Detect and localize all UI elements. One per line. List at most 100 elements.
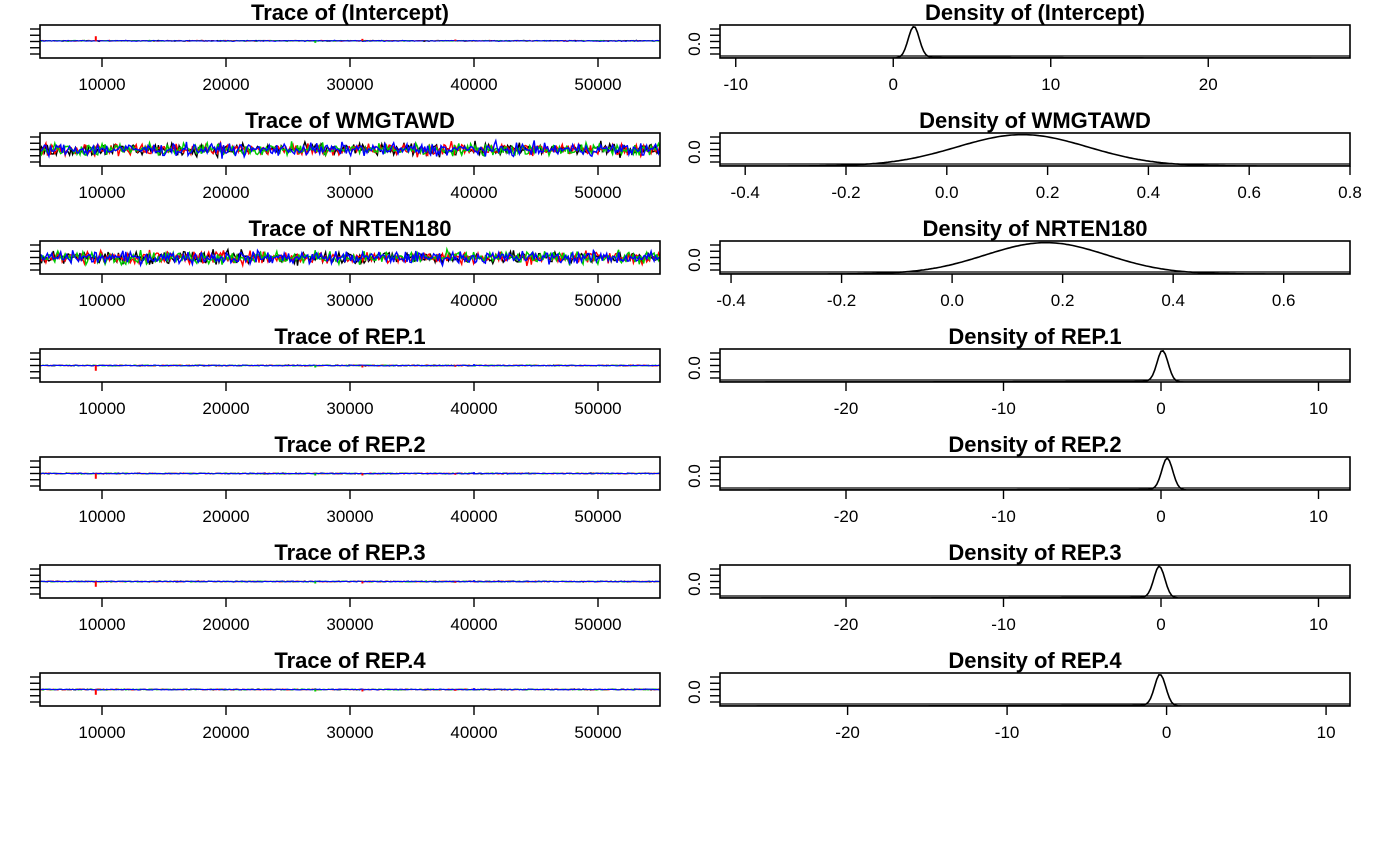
- x-tick-label: 0.8: [1338, 183, 1362, 202]
- x-tick-label: -0.2: [827, 291, 856, 310]
- x-tick-label: 30000: [326, 399, 373, 418]
- panel-title: Density of REP.1: [948, 324, 1121, 349]
- panel-0-trace: 10000 20000 30000 40000 50000 Trace of (Inter…: [30, 0, 661, 94]
- trace-chain-4: [40, 39, 660, 43]
- panel-title: Trace of (Intercept): [251, 0, 449, 25]
- x-tick-label: 30000: [326, 75, 373, 94]
- x-tick-label: 20000: [202, 399, 249, 418]
- plot-frame: [719, 456, 1351, 491]
- panel-9-density: 0.0 -20 -10 0 10 Density of REP.2: [685, 432, 1351, 526]
- x-tick-label: 50000: [574, 399, 621, 418]
- x-tick-label: 0.0: [935, 183, 959, 202]
- x-tick-label: 40000: [450, 75, 497, 94]
- y-tick-label: 0.0: [685, 32, 704, 56]
- x-tick-label: 10: [1309, 507, 1328, 526]
- x-tick-label: -10: [995, 723, 1020, 742]
- y-tick-label: 0.0: [685, 140, 704, 164]
- panel-title: Density of NRTEN180: [923, 216, 1148, 241]
- x-tick-label: 0: [1156, 507, 1165, 526]
- x-tick-label: 40000: [450, 615, 497, 634]
- x-tick-label: 10: [1317, 723, 1336, 742]
- x-tick-label: 20: [1199, 75, 1218, 94]
- x-tick-label: 50000: [574, 183, 621, 202]
- panel-title: Trace of REP.2: [274, 432, 425, 457]
- x-tick-label: 10000: [78, 507, 125, 526]
- x-tick-label: 20000: [202, 507, 249, 526]
- x-tick-label: 40000: [450, 507, 497, 526]
- x-tick-label: 50000: [574, 75, 621, 94]
- panel-title: Density of REP.2: [948, 432, 1121, 457]
- x-tick-label: 10: [1309, 399, 1328, 418]
- panel-title: Trace of NRTEN180: [249, 216, 452, 241]
- x-tick-label: 0.4: [1161, 291, 1185, 310]
- panel-6-trace: 10000 20000 30000 40000 50000 Trace of REP.1: [30, 324, 661, 418]
- x-tick-label: 10000: [78, 615, 125, 634]
- x-tick-label: 0.2: [1036, 183, 1060, 202]
- x-tick-label: 50000: [574, 723, 621, 742]
- density-curve: [720, 133, 1350, 166]
- x-tick-label: 50000: [574, 615, 621, 634]
- x-tick-label: 40000: [450, 399, 497, 418]
- panel-3-density: 0.0 -0.4 -0.2 0.0 0.2 0.4 0.6 0.8 Density of WMG…: [685, 108, 1362, 202]
- x-tick-label: 10: [1041, 75, 1060, 94]
- x-tick-label: 0.6: [1237, 183, 1261, 202]
- x-tick-label: 10000: [78, 291, 125, 310]
- x-tick-label: -0.4: [731, 183, 760, 202]
- panel-8-trace: 10000 20000 30000 40000 50000 Trace of REP.2: [30, 432, 661, 526]
- x-tick-label: 0: [1156, 399, 1165, 418]
- plot-frame: [719, 240, 1351, 275]
- y-tick-label: 0.0: [685, 464, 704, 488]
- panel-title: Trace of WMGTAWD: [245, 108, 455, 133]
- density-curve: [720, 349, 1350, 382]
- x-tick-label: -20: [835, 723, 860, 742]
- trace-chain-4: [40, 364, 660, 367]
- density-curve: [720, 457, 1350, 490]
- x-tick-label: 10000: [78, 183, 125, 202]
- y-tick-label: 0.0: [685, 356, 704, 380]
- x-tick-label: 30000: [326, 183, 373, 202]
- x-tick-label: -0.4: [716, 291, 745, 310]
- panel-title: Trace of REP.3: [274, 540, 425, 565]
- x-tick-label: -20: [834, 507, 859, 526]
- density-curve: [720, 241, 1350, 274]
- x-tick-label: 40000: [450, 723, 497, 742]
- trace-chain-4: [40, 472, 660, 475]
- trace-chain-4: [40, 688, 660, 691]
- panel-10-trace: 10000 20000 30000 40000 50000 Trace of REP.3: [30, 540, 661, 634]
- plot-frame: [719, 132, 1351, 167]
- x-tick-label: 0.0: [940, 291, 964, 310]
- trace-chain-4: [40, 580, 660, 583]
- x-tick-label: -0.2: [831, 183, 860, 202]
- x-tick-label: 20000: [202, 183, 249, 202]
- panel-1-density: 0.0 -10 0 10 20 Density of (Intercept): [685, 0, 1351, 94]
- y-tick-label: 0.0: [685, 248, 704, 272]
- density-curve: [720, 25, 1350, 58]
- x-tick-label: 10000: [78, 75, 125, 94]
- panel-11-density: 0.0 -20 -10 0 10 Density of REP.3: [685, 540, 1351, 634]
- x-tick-label: 0: [889, 75, 898, 94]
- density-curve: [720, 565, 1350, 598]
- trace-chain-4: [40, 248, 660, 268]
- plot-frame: [719, 564, 1351, 599]
- trace-chain-2: [40, 140, 660, 159]
- panel-title: Density of (Intercept): [925, 0, 1145, 25]
- panel-title: Trace of REP.1: [274, 324, 425, 349]
- trace-chain-4: [40, 138, 660, 159]
- y-tick-label: 0.0: [685, 572, 704, 596]
- x-tick-label: 0: [1156, 615, 1165, 634]
- x-tick-label: 0.4: [1137, 183, 1161, 202]
- x-tick-label: 20000: [202, 291, 249, 310]
- plot-frame: [719, 348, 1351, 383]
- density-curve: [720, 673, 1350, 706]
- x-tick-label: 40000: [450, 291, 497, 310]
- x-tick-label: 0.6: [1272, 291, 1296, 310]
- x-tick-label: 30000: [326, 615, 373, 634]
- x-tick-label: 20000: [202, 723, 249, 742]
- panel-title: Trace of REP.4: [274, 648, 426, 673]
- x-tick-label: -20: [834, 399, 859, 418]
- plot-frame: [719, 24, 1351, 59]
- panel-5-density: 0.0 -0.4 -0.2 0.0 0.2 0.4 0.6 Density of NRTEN1…: [685, 216, 1351, 310]
- y-tick-label: 0.0: [685, 680, 704, 704]
- panel-7-density: 0.0 -20 -10 0 10 Density of REP.1: [685, 324, 1351, 418]
